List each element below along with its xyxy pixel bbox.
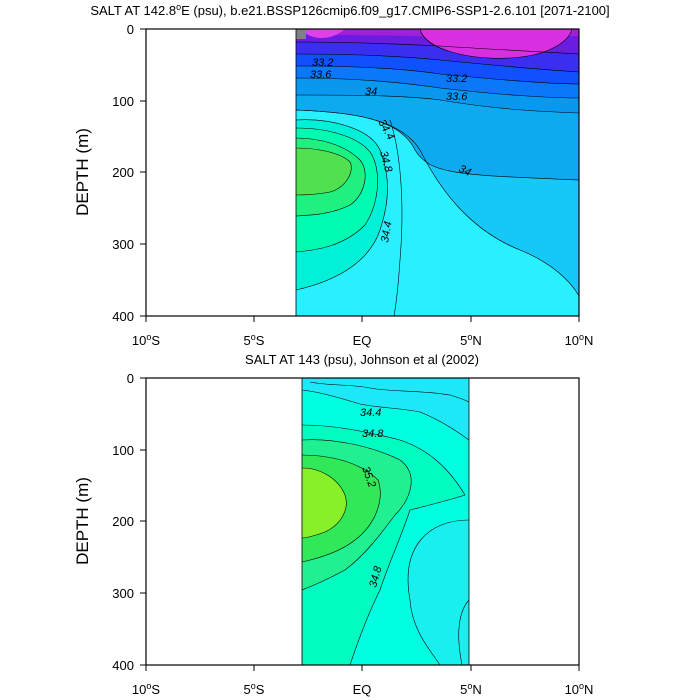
- chart-bottom-x-axis: 10oS 5oS EQ 5oN 10oN: [132, 665, 594, 697]
- chart-top-contour-lines: [296, 29, 579, 316]
- x-tick-label: 5oN: [460, 332, 482, 348]
- contour-label: 33.6: [310, 69, 332, 81]
- contour-line: [296, 94, 579, 114]
- contour-line: [296, 53, 579, 73]
- y-axis-label: DEPTH (m): [73, 128, 92, 216]
- y-tick-label: 300: [112, 237, 134, 252]
- x-tick-label: 5oN: [460, 681, 482, 697]
- contour-line: [296, 127, 378, 253]
- contour-line: [419, 29, 573, 59]
- contour-label: 34.8: [377, 150, 394, 175]
- contour-label: 34.4: [379, 220, 395, 243]
- y-tick-label: 200: [112, 165, 134, 180]
- y-tick-label: 400: [112, 658, 134, 673]
- fill-band-34.4-34.6: [408, 520, 469, 665]
- contour-label: 33.2: [446, 73, 467, 85]
- x-tick-label: 5oS: [244, 681, 265, 697]
- chart-top-filled-contours: [296, 29, 579, 316]
- contour-line: [296, 137, 366, 217]
- y-tick-label: 300: [112, 586, 134, 601]
- contour-line: [309, 381, 469, 403]
- chart-bottom-contour-lines: [302, 381, 469, 665]
- contour-line: [302, 424, 466, 665]
- contour-line: [296, 65, 579, 85]
- contour-label: 34: [457, 163, 473, 179]
- contour-line: [389, 119, 403, 316]
- fill-band-35.0-35.2: [296, 148, 352, 195]
- fill-band-high-fresh-right: [420, 29, 572, 59]
- x-tick-label: 10oS: [132, 681, 160, 697]
- contour-line: [296, 119, 388, 291]
- contour-label: 33.2: [312, 57, 333, 69]
- chart-bottom-filled-contours: [302, 378, 469, 665]
- y-tick-label: 0: [127, 371, 134, 386]
- x-tick-label: 10oS: [132, 332, 160, 348]
- fill-band-high-fresh-left: [300, 29, 345, 39]
- contour-line: [302, 467, 347, 539]
- contour-label: 34.4: [360, 407, 381, 419]
- fill-band-34.2-34.4: [302, 378, 469, 440]
- contour-line: [296, 147, 352, 196]
- chart-bottom-title: SALT AT 143 (psu), Johnson et al (2002): [245, 352, 479, 367]
- fill-band-35.4-35.6: [302, 468, 347, 538]
- y-tick-label: 400: [112, 309, 134, 324]
- contour-line: [302, 454, 381, 563]
- y-tick-label: 0: [127, 22, 134, 37]
- chart-top: SALT AT 142.8oE (psu), b.e21.BSSP126cmip…: [73, 2, 610, 348]
- contour-label: 34: [365, 86, 377, 98]
- contour-line: [407, 519, 469, 665]
- contour-label: 33.6: [446, 91, 468, 103]
- chart-top-contour-labels: 33.2 33.6 33.2 33.6 34 34.4 34.8 34 34.4: [310, 57, 473, 244]
- x-tick-label: EQ: [353, 682, 372, 697]
- chart-bottom: SALT AT 143 (psu), Johnson et al (2002) …: [73, 352, 593, 697]
- x-tick-label: 5oS: [244, 332, 265, 348]
- x-tick-label: 10oN: [565, 332, 594, 348]
- contour-label: 34.8: [362, 428, 384, 440]
- fill-band-min: [296, 29, 306, 39]
- x-tick-label: 10oN: [565, 681, 594, 697]
- chart-top-x-axis: 10oS 5oS EQ 5oN 10oN: [132, 316, 594, 348]
- x-tick-label: EQ: [353, 333, 372, 348]
- contour-line: [296, 109, 579, 297]
- contour-line: [302, 389, 469, 441]
- contour-line: [296, 41, 579, 55]
- contour-line: [296, 77, 579, 99]
- chart-top-title: SALT AT 142.8oE (psu), b.e21.BSSP126cmip…: [90, 2, 609, 18]
- contour-line: [458, 599, 469, 665]
- y-tick-label: 100: [112, 94, 134, 109]
- contour-line: [302, 439, 412, 591]
- y-tick-label: 200: [112, 514, 134, 529]
- chart-bottom-y-axis: 0 100 200 300 400 DEPTH (m): [73, 371, 146, 673]
- chart-top-y-axis: 0 100 200 300 400 DEPTH (m): [73, 22, 146, 324]
- y-tick-label: 100: [112, 443, 134, 458]
- y-axis-label: DEPTH (m): [73, 477, 92, 565]
- contour-label: 34.8: [367, 564, 384, 589]
